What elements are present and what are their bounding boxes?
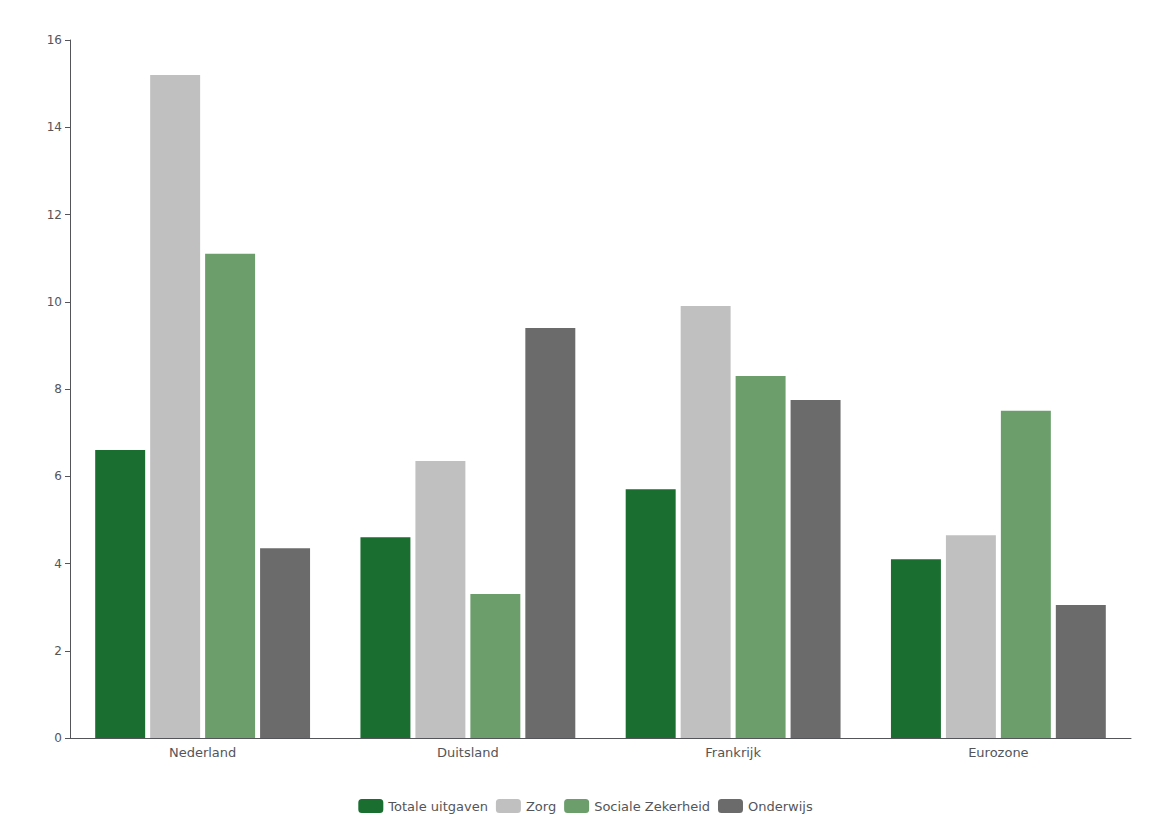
svg-text:Zorg: Zorg — [526, 799, 556, 814]
svg-text:16: 16 — [47, 33, 62, 47]
svg-text:Onderwijs: Onderwijs — [748, 799, 813, 814]
svg-text:Duitsland: Duitsland — [437, 745, 499, 760]
svg-text:12: 12 — [47, 208, 62, 222]
svg-text:8: 8 — [54, 382, 62, 396]
svg-text:0: 0 — [54, 731, 62, 745]
svg-text:Eurozone: Eurozone — [968, 745, 1028, 760]
svg-text:Nederland: Nederland — [169, 745, 236, 760]
svg-text:Frankrijk: Frankrijk — [705, 745, 761, 760]
svg-text:6: 6 — [54, 469, 62, 483]
svg-text:Totale uitgaven: Totale uitgaven — [387, 799, 488, 814]
svg-text:14: 14 — [47, 120, 62, 134]
svg-text:2: 2 — [54, 644, 62, 658]
svg-text:4: 4 — [54, 557, 62, 571]
svg-text:10: 10 — [47, 295, 62, 309]
svg-text:Sociale Zekerheid: Sociale Zekerheid — [594, 799, 710, 814]
